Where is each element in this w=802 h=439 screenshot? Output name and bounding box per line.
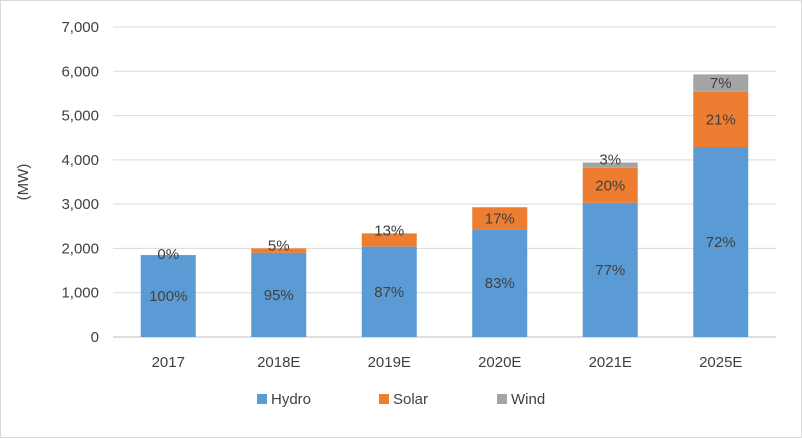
bar-segment xyxy=(251,252,307,337)
legend-label: Wind xyxy=(511,391,545,408)
data-label: 72% xyxy=(706,234,736,251)
bar-segment xyxy=(140,255,196,337)
bar-group: 87% 13% xyxy=(361,222,417,337)
x-axis-ticks: 2017 2018E 2019E 2020E 2021E 2025E xyxy=(152,354,743,371)
data-label: 83% xyxy=(485,275,515,292)
bar-segment xyxy=(693,147,749,337)
y-tick-label: 2,000 xyxy=(61,240,99,257)
bar-segment xyxy=(472,207,528,230)
y-axis-label: (MW) xyxy=(15,164,32,201)
y-tick-label: 6,000 xyxy=(61,63,99,80)
y-tick-label: 5,000 xyxy=(61,108,99,125)
bar-segment xyxy=(693,74,749,92)
bar-group: 95% 5% xyxy=(251,237,307,337)
bar-segment xyxy=(693,91,749,148)
data-label: 7% xyxy=(710,75,732,92)
data-label: 17% xyxy=(485,210,515,227)
legend-swatch xyxy=(379,394,389,404)
bar-group: 83% 17% xyxy=(472,207,528,337)
x-tick-label: 2025E xyxy=(699,354,742,371)
data-label: 87% xyxy=(374,284,404,301)
bar-group: 100% 0% xyxy=(140,246,196,337)
data-label: 95% xyxy=(264,287,294,304)
data-label: 77% xyxy=(595,262,625,279)
x-tick-label: 2021E xyxy=(589,354,632,371)
data-label: 13% xyxy=(374,222,404,239)
data-label: 3% xyxy=(599,152,621,169)
legend-label: Solar xyxy=(393,391,428,408)
y-tick-label: 4,000 xyxy=(61,152,99,169)
bars: 100% 0% 95% 5% 87% 13% 83% 17% 77% 20% 3% 72% 21% 7% xyxy=(140,74,749,337)
y-tick-label: 3,000 xyxy=(61,196,99,213)
bar-group: 77% 20% 3% xyxy=(582,152,638,337)
y-tick-label: 0 xyxy=(91,329,99,346)
bar-segment xyxy=(582,202,638,337)
y-tick-label: 1,000 xyxy=(61,285,99,302)
data-label: 21% xyxy=(706,111,736,128)
bar-segment xyxy=(361,233,417,247)
x-tick-label: 2017 xyxy=(152,354,185,371)
data-label: 5% xyxy=(268,237,290,254)
data-label: 20% xyxy=(595,177,625,194)
bar-group: 72% 21% 7% xyxy=(693,74,749,337)
y-tick-label: 7,000 xyxy=(61,19,99,36)
bar-segment xyxy=(472,229,528,337)
bar-segment xyxy=(582,167,638,203)
bar-segment xyxy=(251,248,307,253)
y-axis-ticks: 0 1,000 2,000 3,000 4,000 5,000 6,000 7,000 xyxy=(61,19,99,346)
legend-swatch xyxy=(257,394,267,404)
legend-label: Hydro xyxy=(271,391,311,408)
data-label: 100% xyxy=(149,288,187,305)
data-label: 0% xyxy=(157,246,179,263)
bar-segment xyxy=(582,162,638,168)
x-tick-label: 2020E xyxy=(478,354,521,371)
legend: Hydro Solar Wind xyxy=(257,391,545,408)
gridlines xyxy=(113,26,776,338)
bar-segment xyxy=(361,246,417,337)
x-tick-label: 2019E xyxy=(368,354,411,371)
x-tick-label: 2018E xyxy=(257,354,300,371)
legend-swatch xyxy=(497,394,507,404)
